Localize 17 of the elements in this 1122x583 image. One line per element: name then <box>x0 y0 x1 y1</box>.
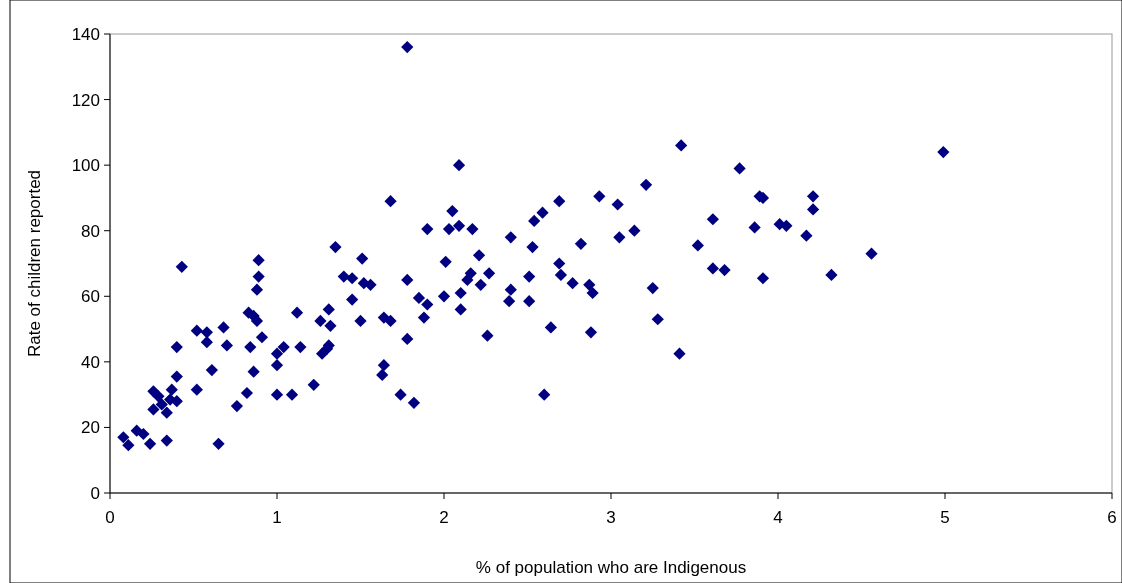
y-tick-label: 40 <box>81 352 100 372</box>
y-axis-title: Rate of children reported <box>25 169 44 358</box>
x-tick-label: 1 <box>272 508 282 527</box>
y-tick-label: 20 <box>81 418 100 438</box>
y-tick-label: 60 <box>81 287 100 307</box>
x-tick-label: 6 <box>1107 508 1117 527</box>
y-tick-label: 140 <box>71 24 100 44</box>
x-tick-label: 5 <box>940 508 950 527</box>
y-tick-label: 120 <box>71 90 100 110</box>
x-tick-label: 0 <box>105 508 115 527</box>
x-axis-title: % of population who are Indigenous <box>475 558 747 577</box>
y-tick-label: 100 <box>71 156 100 176</box>
y-tick-label: 0 <box>90 483 100 503</box>
x-tick-label: 3 <box>606 508 616 527</box>
x-tick-label: 2 <box>439 508 449 527</box>
y-tick-label: 80 <box>81 221 100 241</box>
x-tick-label: 4 <box>773 508 783 527</box>
